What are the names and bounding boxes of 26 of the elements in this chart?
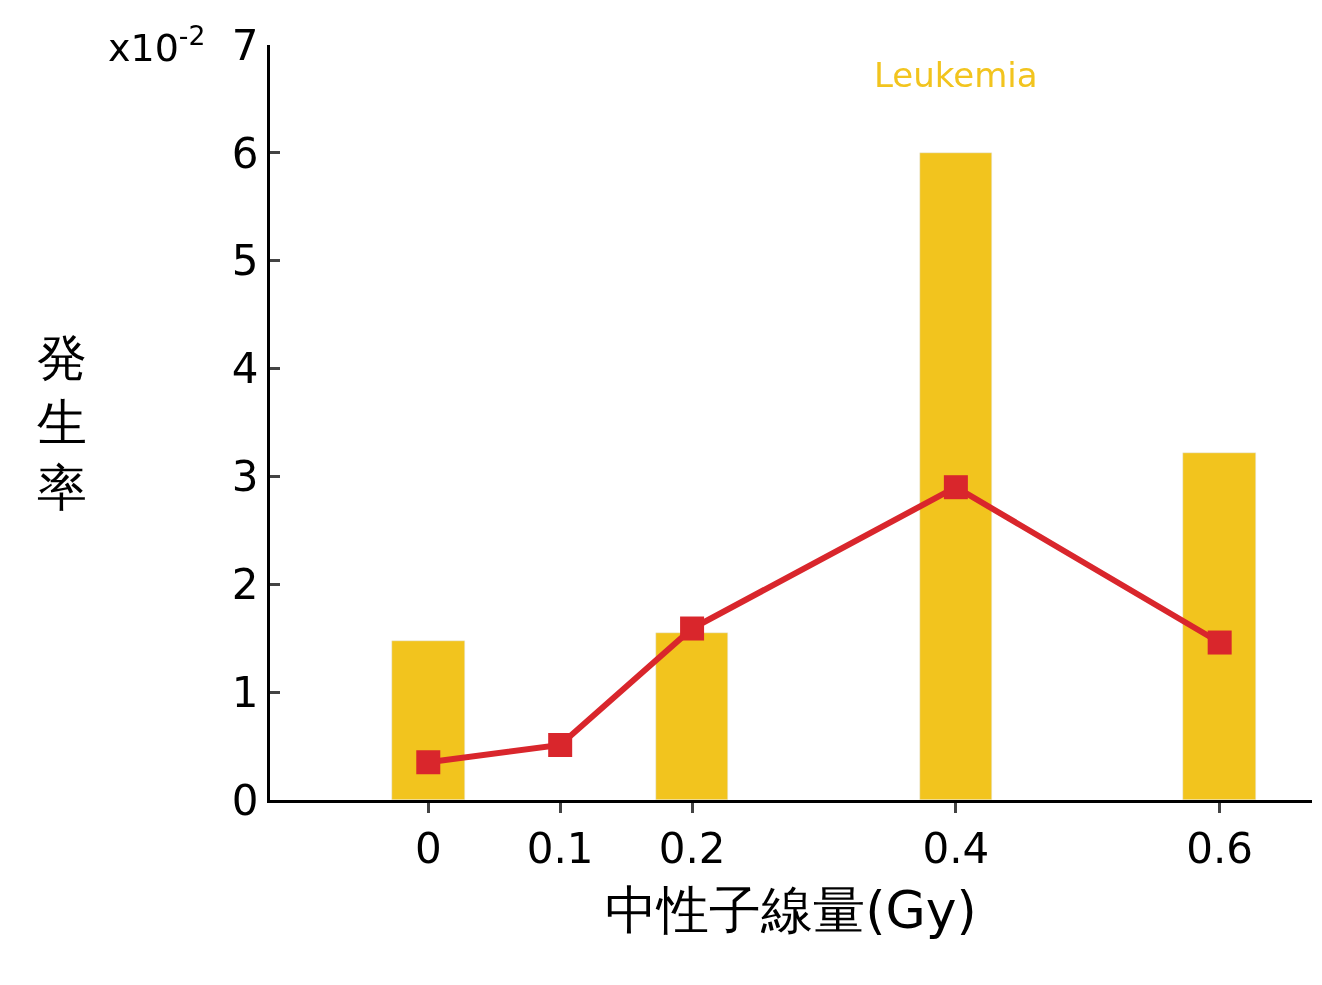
- y-axis-title: 発生率: [37, 329, 87, 517]
- point: [680, 616, 705, 641]
- x-tick-label: 0.6: [1186, 824, 1254, 874]
- point: [1207, 630, 1232, 655]
- bar: [391, 640, 465, 800]
- y-tick-label: 7: [231, 20, 259, 70]
- y-tick-label: 6: [231, 128, 259, 178]
- bar: [919, 152, 992, 800]
- y-tick-label: 4: [231, 344, 259, 394]
- x-tick-label: 0.4: [922, 824, 990, 874]
- point: [943, 475, 968, 500]
- y-tick-label: 3: [231, 452, 259, 502]
- text: x10$^{-2}$: [108, 20, 206, 70]
- text: Leukemia: [874, 55, 1038, 95]
- y-tick-label: 1: [231, 667, 259, 717]
- y-tick-label: 2: [231, 559, 259, 609]
- x-tick-label: 0: [414, 824, 442, 874]
- bar: [655, 632, 728, 800]
- x-tick-label: 0.2: [658, 824, 726, 874]
- x-tick-label: 0.1: [526, 824, 594, 874]
- point: [416, 750, 441, 775]
- bar: [1182, 452, 1256, 800]
- y-tick-label: 0: [231, 775, 259, 825]
- x-axis-title: 中性子線量(Gy): [605, 880, 977, 941]
- point: [548, 732, 573, 757]
- y-tick-label: 5: [231, 236, 259, 286]
